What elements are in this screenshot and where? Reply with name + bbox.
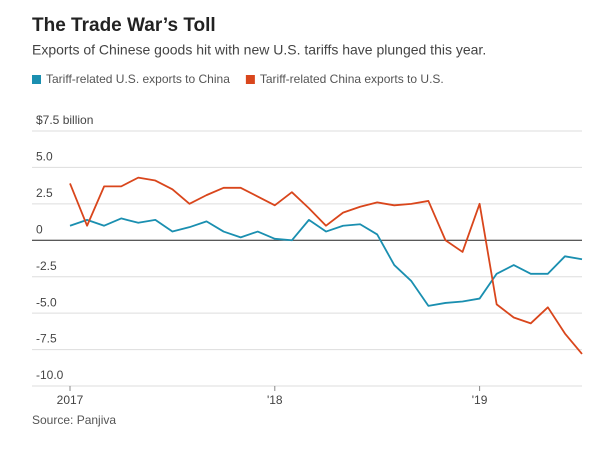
series-line (69, 217, 583, 307)
x-tick-label: 2017 (57, 393, 84, 407)
source: Source: Panjiva (32, 413, 116, 427)
x-tick-label: '19 (472, 393, 488, 407)
y-tick-label: 2.5 (36, 186, 53, 200)
y-tick-label: -5.0 (36, 295, 57, 309)
chart-subtitle: Exports of Chinese goods hit with new U.… (32, 42, 486, 58)
legend-label: Tariff-related U.S. exports to China (46, 72, 230, 86)
x-tick-label: '18 (267, 393, 283, 407)
series-line (69, 176, 583, 355)
chart-title: The Trade War’s Toll (32, 15, 216, 36)
y-tick-label: $7.5 billion (36, 113, 93, 127)
legend-swatch (245, 75, 255, 84)
y-tick-label: 5.0 (36, 150, 53, 164)
legend-swatch (32, 75, 41, 84)
y-tick-label: -2.5 (36, 259, 57, 273)
legend-label: Tariff-related China exports to U.S. (260, 72, 444, 86)
y-tick-label: 0 (36, 222, 43, 236)
y-tick-label: -7.5 (36, 332, 57, 346)
y-tick-label: -10.0 (36, 368, 64, 382)
